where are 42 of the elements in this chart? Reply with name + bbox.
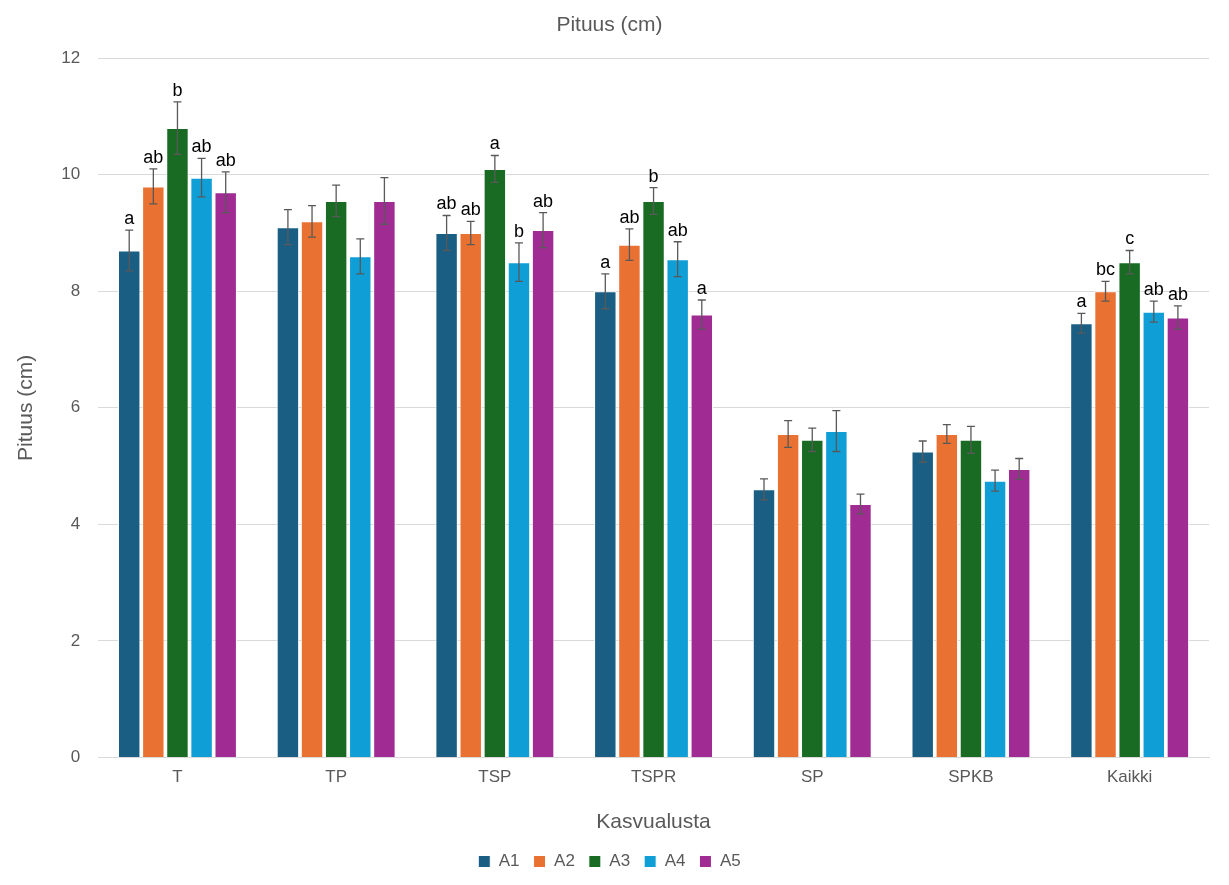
legend-label: A4 <box>664 851 686 871</box>
data-label: ab <box>143 146 164 167</box>
data-label: a <box>489 133 501 154</box>
y-tick-label: 10 <box>61 164 81 184</box>
data-label: ab <box>191 136 212 157</box>
y-tick-label: 12 <box>61 47 81 67</box>
legend-label: A3 <box>609 851 631 871</box>
x-tick-label: TP <box>325 767 348 787</box>
x-axis-title: Kasvualusta <box>596 809 712 833</box>
data-label: ab <box>215 149 236 170</box>
data-label: b <box>172 79 183 100</box>
data-label: ab <box>1167 283 1188 304</box>
chart-title: Pituus (cm) <box>556 12 663 36</box>
data-label: a <box>696 277 708 298</box>
data-label: a <box>1076 291 1088 312</box>
legend-label: A2 <box>554 851 575 871</box>
x-tick-label: Kaikki <box>1106 767 1153 787</box>
y-tick-label: 6 <box>70 397 81 417</box>
data-label: ab <box>667 219 688 240</box>
data-label: ab <box>533 190 554 211</box>
x-tick-label: TSPR <box>630 767 677 787</box>
y-tick-label: 8 <box>70 280 81 300</box>
data-label: ab <box>436 193 457 214</box>
legend-label: A5 <box>719 851 741 871</box>
data-label: a <box>124 208 136 229</box>
data-label: b <box>648 165 659 186</box>
data-label: a <box>600 251 612 272</box>
y-axis-title: Pituus (cm) <box>13 354 37 461</box>
x-tick-label: T <box>172 767 183 787</box>
data-label: ab <box>460 199 481 220</box>
legend-label: A1 <box>498 851 520 871</box>
y-tick-label: 2 <box>70 630 81 650</box>
data-label: c <box>1125 228 1135 249</box>
data-label: ab <box>1143 279 1164 300</box>
x-tick-label: SP <box>800 767 824 787</box>
x-tick-label: SPKB <box>948 767 994 787</box>
data-label: b <box>513 220 524 241</box>
x-tick-label: TSP <box>478 767 512 787</box>
data-label: ab <box>619 206 640 227</box>
y-tick-label: 0 <box>70 747 81 767</box>
data-label: bc <box>1096 259 1116 280</box>
y-tick-label: 4 <box>70 514 81 534</box>
